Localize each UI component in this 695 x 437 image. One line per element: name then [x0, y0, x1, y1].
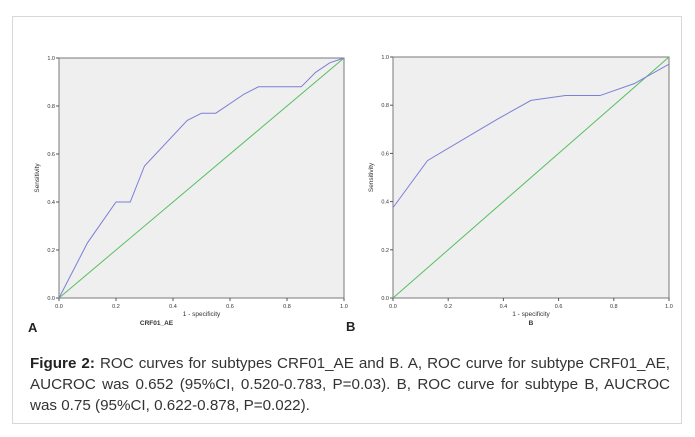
- y-axis-label-b: Sensitivity: [368, 162, 375, 192]
- panel-letter-b: B: [346, 319, 356, 334]
- x-tick-label-a: 0.8: [283, 304, 291, 310]
- y-tick-label-b: 0.8: [381, 103, 389, 109]
- x-tick-label-b: 0.2: [444, 304, 452, 310]
- roc-chart-a: 0.0 0.2 0.4 0.6 0.8 1.0 0.0 0.2 0.4 0.6 0.8 1.0 1 - …: [34, 56, 348, 327]
- y-tick-label-a: 0.0: [47, 296, 55, 302]
- x-axis-label-b: 1 - specificity: [512, 311, 550, 318]
- x-tick-label-b: 0.6: [555, 304, 563, 310]
- y-tick-label-b: 0.6: [381, 151, 389, 157]
- roc-curve-a: [58, 57, 345, 299]
- caption-text: ROC curves for subtypes CRF01_AE and B. …: [30, 355, 670, 414]
- x-tick-label-a: 0.0: [55, 304, 63, 310]
- x-tick-label-a: 0.2: [112, 304, 120, 310]
- reference-line-a: [58, 57, 345, 299]
- y-tick-label-a: 1.0: [47, 56, 55, 62]
- group-label-b: B: [529, 320, 534, 327]
- y-tick-label-a: 0.8: [47, 104, 55, 110]
- roc-chart-b: 0.0 0.2 0.4 0.6 0.8 1.0 0.0 0.2 0.4 0.6 0.8 1.0 1 - …: [368, 55, 673, 327]
- panel-letter-a: A: [28, 320, 38, 335]
- y-axis-label-a: Sensitivity: [34, 163, 41, 193]
- x-axis-label-a: 1 - specificity: [183, 311, 221, 318]
- y-tick-label-b: 1.0: [381, 55, 389, 61]
- figure-caption: Figure 2: ROC curves for subtypes CRF01_…: [30, 353, 670, 416]
- y-tick-label-a: 0.6: [47, 152, 55, 158]
- x-tick-label-a: 0.4: [169, 304, 177, 310]
- y-tick-label-a: 0.2: [47, 248, 55, 254]
- x-tick-label-a: 0.6: [226, 304, 234, 310]
- x-tick-label-b: 0.4: [500, 304, 508, 310]
- caption-label: Figure 2:: [30, 355, 95, 372]
- x-tick-label-a: 1.0: [340, 304, 348, 310]
- group-label-a: CRF01_AE: [140, 320, 174, 327]
- y-tick-label-a: 0.4: [47, 200, 55, 206]
- x-tick-label-b: 0.8: [610, 304, 618, 310]
- roc-curve-b: [392, 63, 670, 208]
- y-tick-label-b: 0.4: [381, 200, 389, 206]
- x-tick-label-b: 0.0: [389, 304, 397, 310]
- reference-line-b: [392, 56, 670, 299]
- y-tick-label-b: 0.0: [381, 296, 389, 302]
- x-tick-label-b: 1.0: [665, 304, 673, 310]
- y-tick-label-b: 0.2: [381, 248, 389, 254]
